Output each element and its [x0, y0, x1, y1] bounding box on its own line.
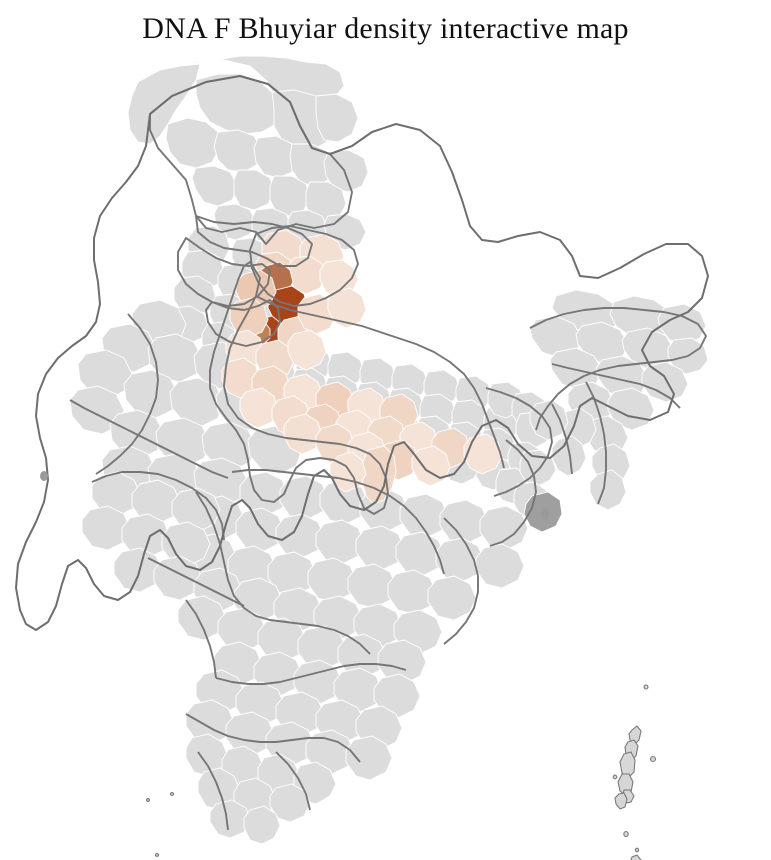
- district-polygon[interactable]: [476, 544, 524, 588]
- district-polygon[interactable]: [276, 514, 324, 558]
- district-polygon[interactable]: [552, 436, 586, 476]
- district-polygon[interactable]: [214, 130, 262, 172]
- state-border-layer: [70, 76, 706, 830]
- district-polygon[interactable]: [244, 806, 280, 844]
- district-polygon[interactable]: [374, 674, 420, 718]
- district-polygon[interactable]: [82, 506, 130, 550]
- district-polygon[interactable]: [234, 170, 274, 210]
- district-polygon[interactable]: [162, 522, 210, 566]
- district-polygon[interactable]: [92, 472, 140, 516]
- district-polygon[interactable]: [388, 570, 436, 614]
- district-polygon[interactable]: [440, 500, 488, 544]
- district-polygon-shaded[interactable]: [464, 434, 502, 474]
- district-polygon[interactable]: [348, 564, 396, 608]
- district-polygon[interactable]: [346, 736, 392, 780]
- india-choropleth-map[interactable]: [0, 52, 771, 860]
- page-title: DNA F Bhuyiar density interactive map: [142, 12, 629, 45]
- andaman-nicobar-islands[interactable]: [613, 685, 655, 860]
- district-polygon[interactable]: [436, 538, 484, 582]
- district-polygon[interactable]: [356, 526, 404, 570]
- district-polygon[interactable]: [124, 370, 178, 418]
- district-polygon[interactable]: [316, 94, 358, 142]
- district-polygon[interactable]: [642, 362, 688, 402]
- district-polygon[interactable]: [400, 494, 448, 538]
- district-polygon[interactable]: [210, 800, 250, 838]
- district-polygon[interactable]: [316, 520, 364, 564]
- district-polygon[interactable]: [236, 508, 284, 552]
- district-polygon[interactable]: [334, 668, 382, 712]
- district-polygon[interactable]: [226, 712, 274, 756]
- district-polygon[interactable]: [480, 506, 528, 550]
- district-polygon[interactable]: [166, 118, 220, 168]
- district-polygon[interactable]: [202, 422, 256, 470]
- district-polygon[interactable]: [122, 514, 170, 558]
- coastal-marker-layer: [40, 471, 549, 520]
- district-polygon[interactable]: [132, 480, 180, 524]
- district-polygon[interactable]: [192, 166, 238, 206]
- district-polygon[interactable]: [196, 74, 282, 134]
- lakshadweep-islands[interactable]: [147, 793, 174, 857]
- district-polygon[interactable]: [148, 334, 202, 382]
- district-polygon[interactable]: [378, 640, 426, 684]
- district-polygon[interactable]: [270, 784, 310, 822]
- district-polygon[interactable]: [530, 400, 568, 440]
- district-polygon-shaded[interactable]: [412, 446, 450, 486]
- district-polygon[interactable]: [156, 418, 210, 466]
- district-polygon-shaded[interactable]: [328, 288, 366, 328]
- district-polygon[interactable]: [428, 576, 476, 620]
- district-polygon-shaded[interactable]: [288, 330, 326, 370]
- district-polygon[interactable]: [254, 136, 298, 178]
- district-polygon-shaded[interactable]: [284, 414, 322, 454]
- district-polygon[interactable]: [294, 660, 342, 704]
- district-polygon-shaded[interactable]: [240, 388, 278, 428]
- district-polygon[interactable]: [78, 350, 132, 398]
- coastline-layer: [16, 76, 708, 630]
